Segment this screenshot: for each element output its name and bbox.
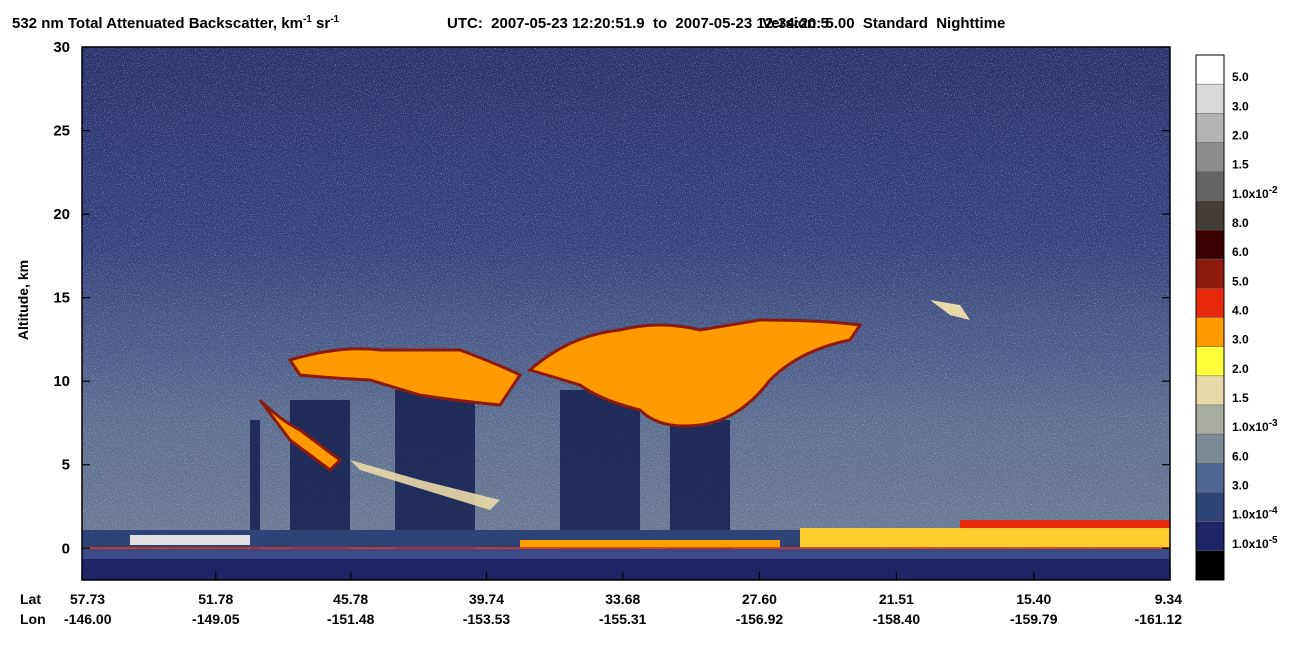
- colorbar-swatch: [1195, 113, 1225, 143]
- x-tick-label: 21.51: [879, 591, 914, 607]
- colorbar-label-base: 1.0x10: [1232, 508, 1269, 522]
- y-tick-label: 5: [62, 457, 70, 474]
- y-tick-label: 25: [53, 123, 70, 140]
- colorbar-label: 8.0: [1232, 216, 1249, 230]
- colorbar-swatch: [1195, 521, 1225, 552]
- colorbar-swatch: [1195, 550, 1225, 581]
- colorbar-swatch: [1195, 83, 1225, 114]
- y-axis-label: Altitude, km: [15, 260, 31, 340]
- x-tick-lon: -151.48: [327, 611, 375, 627]
- x-row-label: Lon: [20, 611, 46, 627]
- colorbar-swatch: [1195, 317, 1225, 347]
- colorbar-label: 3.0: [1232, 479, 1249, 493]
- y-tick-label: 10: [53, 373, 70, 390]
- version: Version: 5.00 Standard Nighttime: [762, 15, 1005, 32]
- colorbar-label: 3.0: [1232, 333, 1249, 347]
- colorbar-swatch: [1195, 229, 1225, 260]
- colorbar-label: 5.0: [1232, 70, 1249, 84]
- colorbar-swatch: [1195, 404, 1225, 435]
- colorbar-swatch: [1195, 258, 1225, 289]
- colorbar-label-base: 1.0x10: [1232, 420, 1269, 434]
- y-tick-label: 30: [53, 39, 70, 56]
- colorbar-label: 6.0: [1232, 449, 1249, 463]
- x-tick-label: 27.60: [742, 591, 777, 607]
- x-tick-lon: -155.31: [599, 611, 647, 627]
- x-tick-lon: -161.12: [1135, 611, 1183, 627]
- x-tick-label: 15.40: [1016, 591, 1051, 607]
- colorbar-label-exp: -4: [1269, 506, 1278, 517]
- x-row-label: Lat: [20, 591, 41, 607]
- x-tick-label: 9.34: [1155, 591, 1182, 607]
- x-tick-lon: -158.40: [873, 611, 921, 627]
- y-tick-label: 0: [62, 540, 70, 557]
- colorbar-swatch: [1195, 54, 1225, 85]
- colorbar-label: 5.0: [1232, 274, 1249, 288]
- x-tick-label: 33.68: [605, 591, 640, 607]
- x-tick-lon: -159.79: [1010, 611, 1058, 627]
- x-tick-label: 39.74: [469, 591, 504, 607]
- utc-range: UTC: 2007-05-23 12:20:51.9 to 2007-05-23…: [447, 15, 829, 32]
- colorbar-label: 1.0x10-4: [1232, 506, 1278, 522]
- colorbar-label-base: 1.0x10: [1232, 187, 1269, 201]
- x-tick-lon: -153.53: [463, 611, 511, 627]
- colorbar-label-base: 1.0x10: [1232, 537, 1269, 551]
- colorbar-swatch: [1195, 346, 1225, 377]
- colorbar-swatch: [1195, 142, 1225, 172]
- colorbar-label-exp: -5: [1269, 535, 1278, 546]
- colorbar-swatch: [1195, 288, 1225, 318]
- chart-title: 532 nm Total Attenuated Backscatter, km-…: [12, 14, 340, 32]
- colorbar-label: 1.0x10-2: [1232, 185, 1278, 201]
- colorbar-label: 1.0x10-3: [1232, 418, 1278, 434]
- colorbar-swatch: [1195, 433, 1225, 464]
- colorbar-label: 4.0: [1232, 304, 1249, 318]
- x-tick-lon: -146.00: [64, 611, 112, 627]
- colorbar-label: 1.5: [1232, 158, 1249, 172]
- colorbar-swatch: [1195, 375, 1225, 406]
- colorbar-frame: [1195, 54, 1225, 581]
- x-tick-label: 51.78: [198, 591, 233, 607]
- x-tick-label: 57.73: [70, 591, 105, 607]
- plot-frame: [81, 46, 1171, 581]
- y-tick-label: 15: [53, 290, 70, 307]
- colorbar-label: 3.0: [1232, 99, 1249, 113]
- colorbar-swatch: [1195, 492, 1225, 522]
- colorbar-label-exp: -3: [1269, 418, 1278, 429]
- backscatter-image: [82, 47, 1170, 580]
- colorbar-label: 6.0: [1232, 245, 1249, 259]
- colorbar-label: 2.0: [1232, 129, 1249, 143]
- colorbar-label: 1.5: [1232, 391, 1249, 405]
- y-tick-label: 20: [53, 206, 70, 223]
- colorbar-label: 1.0x10-5: [1232, 535, 1278, 551]
- x-tick-label: 45.78: [333, 591, 368, 607]
- colorbar-swatch: [1195, 171, 1225, 202]
- colorbar-swatch: [1195, 463, 1225, 493]
- colorbar-label: 2.0: [1232, 362, 1249, 376]
- x-tick-lon: -156.92: [736, 611, 784, 627]
- colorbar-swatch: [1195, 200, 1225, 231]
- colorbar-label-exp: -2: [1269, 185, 1278, 196]
- x-tick-lon: -149.05: [192, 611, 240, 627]
